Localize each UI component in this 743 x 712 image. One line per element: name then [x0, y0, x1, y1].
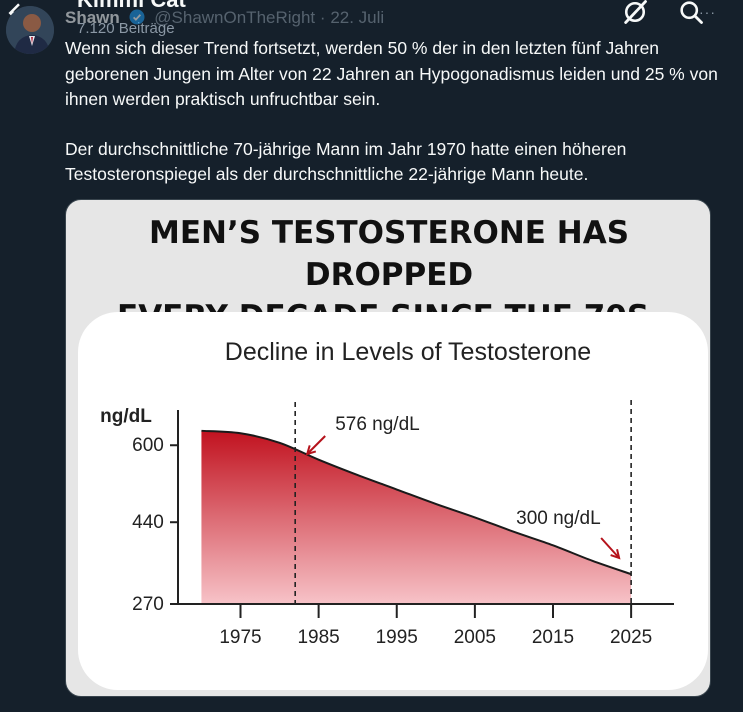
annotation-arrow-1-head: [305, 445, 317, 456]
x-tick-label: 2025: [610, 627, 652, 648]
verified-badge-icon: [129, 9, 145, 25]
y-axis-label: ng/dL: [100, 406, 152, 427]
search-icon[interactable]: [677, 0, 705, 26]
annotation-label-1: 576 ng/dL: [335, 414, 420, 435]
x-tick-label: 1985: [297, 627, 339, 648]
tweet-date[interactable]: 22. Juli: [330, 8, 385, 27]
chart-title: Decline in Levels of Testosterone: [225, 338, 591, 366]
author-handle[interactable]: @ShawnOnTheRight: [154, 8, 316, 27]
media-headline-line-1: MEN’S TESTOSTERONE HAS DROPPED: [148, 215, 630, 293]
tweet-media-image[interactable]: MEN’S TESTOSTERONE HAS DROPPED EVERY DEC…: [65, 199, 711, 697]
avatar[interactable]: [6, 6, 54, 54]
profile-title: Kimmi Cat: [77, 0, 186, 13]
series-line: [201, 429, 632, 576]
tweet-paragraph-2: Der durchschnittliche 70-jährige Mann im…: [65, 138, 627, 185]
x-tick-label: 2005: [454, 627, 496, 648]
annotation-label-2: 300 ng/dL: [516, 508, 601, 529]
tweet-text: Wenn sich dieser Trend fortsetzt, werden…: [65, 36, 725, 188]
y-tick-label: 270: [132, 594, 164, 615]
testosterone-chart: Decline in Levels of Testosterone ng/dL …: [100, 338, 674, 648]
top-bar: Kimmi Cat 7.120 Beiträge ···: [0, 0, 743, 42]
tweet-author-line: Shawn @ShawnOnTheRight · 22. Juli: [65, 8, 384, 28]
annotation-arrow-2-head: [610, 549, 621, 560]
annotation-arrow-1-shaft: [306, 435, 326, 455]
chart-panel: Decline in Levels of Testosterone ng/dL …: [78, 312, 708, 690]
x-tick-label: 1995: [376, 627, 418, 648]
tweet-paragraph-1: Wenn sich dieser Trend fortsetzt, werden…: [65, 38, 718, 109]
annotation-arrow-2-shaft: [600, 537, 620, 559]
x-tick-label: 1975: [219, 627, 261, 648]
more-options-icon[interactable]: ···: [699, 4, 716, 20]
x-tick-label: 2015: [532, 627, 574, 648]
area-fill: [201, 430, 632, 604]
posts-count: 7.120 Beiträge: [77, 20, 175, 37]
y-tick-label: 600: [132, 435, 164, 456]
grok-icon[interactable]: [621, 0, 649, 26]
y-tick-label: 440: [132, 512, 164, 533]
author-name[interactable]: Shawn: [65, 8, 120, 27]
separator: ·: [319, 8, 326, 27]
